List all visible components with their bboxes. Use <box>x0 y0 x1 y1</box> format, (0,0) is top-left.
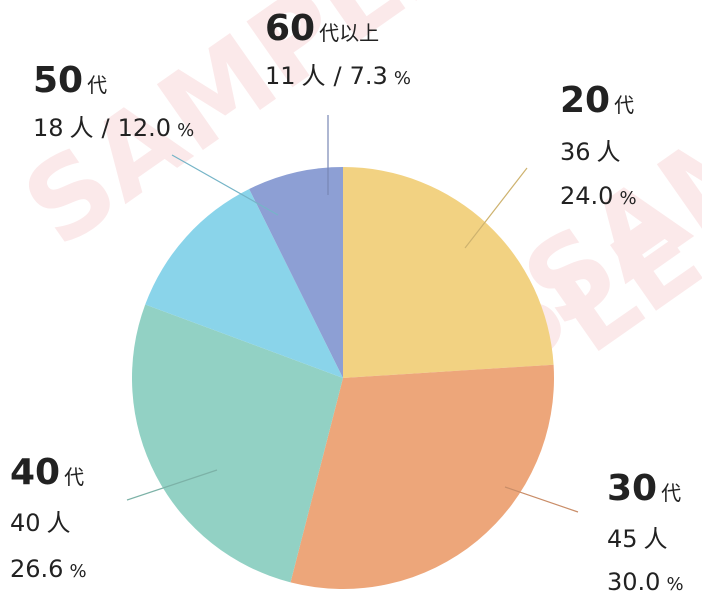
pie-slice <box>145 189 343 378</box>
category-number: 60 <box>265 8 315 49</box>
category-label: 30 代 <box>607 468 681 509</box>
percent-unit: % <box>619 188 636 209</box>
category-suffix: 代 <box>87 73 107 97</box>
count-label: 11 人 /7.3% <box>265 62 411 90</box>
leader-line <box>504 486 579 513</box>
count-label: 18 人 /12.0% <box>33 114 194 142</box>
category-number: 30 <box>607 468 657 509</box>
percent-value: 12.0 <box>118 114 171 142</box>
category-label: 60 代以上 <box>265 8 379 49</box>
count-label: 40 人 <box>10 509 71 537</box>
percent-label: 24.0% <box>560 182 637 210</box>
count-value: 11 <box>265 62 296 90</box>
count-value: 40 <box>10 509 41 537</box>
pie-slice <box>290 364 554 589</box>
separator: / <box>102 114 111 142</box>
category-number: 40 <box>10 452 60 493</box>
category-label: 40 代 <box>10 452 84 493</box>
pie-slice <box>132 304 343 583</box>
leader-line <box>126 469 218 501</box>
category-suffix: 代 <box>661 481 681 505</box>
percent-value: 26.6 <box>10 555 63 583</box>
leader-line <box>464 167 528 249</box>
pie-slice <box>249 167 343 378</box>
category-label: 50 代 <box>33 60 107 101</box>
count-unit: 人 <box>644 525 668 553</box>
category-suffix: 代以上 <box>319 21 379 45</box>
category-number: 20 <box>560 80 610 121</box>
count-value: 45 <box>607 525 638 553</box>
percent-label: 30.0% <box>607 568 684 592</box>
percent-value: 30.0 <box>607 568 660 592</box>
separator: / <box>334 62 343 90</box>
count-unit: 人 <box>302 62 326 90</box>
count-label: 45 人 <box>607 525 668 553</box>
count-value: 18 <box>33 114 64 142</box>
count-unit: 人 <box>597 138 621 166</box>
percent-unit: % <box>394 68 411 89</box>
percent-unit: % <box>666 574 683 592</box>
count-label: 36 人 <box>560 138 621 166</box>
category-suffix: 代 <box>614 93 634 117</box>
percent-unit: % <box>69 561 86 582</box>
percent-value: 7.3 <box>350 62 388 90</box>
count-unit: 人 <box>70 114 94 142</box>
category-number: 50 <box>33 60 83 101</box>
category-label: 20 代 <box>560 80 634 121</box>
percent-value: 24.0 <box>560 182 613 210</box>
category-suffix: 代 <box>64 465 84 489</box>
count-unit: 人 <box>47 509 71 537</box>
leader-line <box>171 154 279 216</box>
percent-label: 26.6% <box>10 555 87 583</box>
count-value: 36 <box>560 138 591 166</box>
percent-unit: % <box>177 120 194 141</box>
pie-slice <box>343 167 554 378</box>
